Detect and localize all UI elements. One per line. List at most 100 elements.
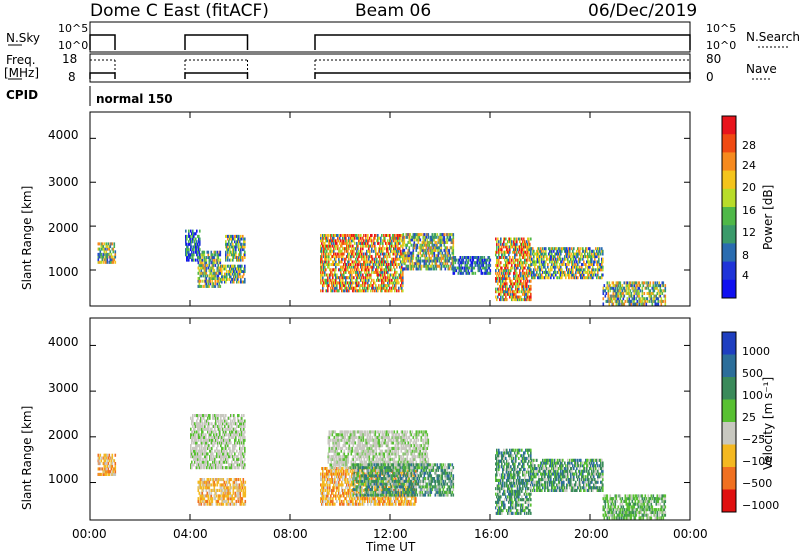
- data-cell: [503, 282, 505, 286]
- data-cell: [348, 252, 350, 256]
- data-cell: [198, 250, 201, 254]
- data-cell: [357, 252, 359, 256]
- data-cell: [477, 269, 480, 273]
- data-cell: [394, 286, 396, 290]
- data-cell: [203, 441, 205, 445]
- data-cell: [231, 499, 234, 503]
- data-cell: [448, 267, 451, 271]
- data-cell: [102, 247, 105, 251]
- data-cell: [395, 241, 397, 245]
- data-cell: [347, 276, 349, 280]
- data-cell: [203, 452, 205, 456]
- data-cell: [353, 239, 355, 243]
- data-cell: [213, 284, 216, 288]
- data-cell: [392, 263, 394, 266]
- data-cell: [212, 416, 214, 420]
- data-cell: [345, 281, 347, 285]
- data-cell: [362, 236, 364, 240]
- data-cell: [382, 263, 384, 266]
- data-cell: [324, 483, 326, 487]
- data-cell: [613, 284, 616, 288]
- data-cell: [500, 292, 502, 296]
- data-cell: [489, 269, 492, 273]
- data-cell: [237, 463, 239, 467]
- data-cell: [203, 438, 205, 442]
- data-cell: [238, 441, 240, 445]
- data-cell: [222, 486, 225, 490]
- data-cell: [198, 444, 200, 448]
- data-cell: [495, 277, 497, 280]
- data-cell: [533, 257, 535, 261]
- data-cell: [387, 260, 389, 264]
- data-cell: [496, 256, 498, 259]
- data-cell: [383, 263, 385, 266]
- data-cell: [552, 257, 554, 261]
- data-cell: [436, 256, 439, 260]
- data-cell: [106, 247, 109, 251]
- data-cell: [109, 260, 112, 264]
- data-cell: [237, 264, 239, 268]
- data-cell: [328, 234, 330, 237]
- data-cell: [401, 244, 403, 248]
- data-cell: [199, 460, 201, 464]
- data-cell: [201, 491, 204, 495]
- data-cell: [218, 414, 220, 418]
- data-cell: [240, 237, 242, 241]
- data-cell: [217, 253, 220, 257]
- data-cell: [541, 263, 543, 266]
- data-cell: [500, 282, 502, 286]
- data-cell: [516, 245, 518, 249]
- data-cell: [342, 241, 344, 245]
- data-cell: [190, 245, 192, 249]
- data-cell: [231, 424, 233, 428]
- data-cell: [520, 258, 522, 262]
- data-cell: [325, 268, 327, 272]
- data-cell: [505, 269, 507, 273]
- data-cell: [239, 463, 241, 467]
- data-cell: [514, 248, 516, 252]
- data-cell: [396, 257, 398, 261]
- data-cell: [200, 449, 202, 453]
- data-cell: [201, 424, 203, 428]
- data-cell: [428, 262, 431, 266]
- data-cell: [354, 241, 356, 245]
- data-cell: [529, 248, 531, 252]
- data-cell: [244, 245, 246, 249]
- data-cell: [187, 245, 189, 249]
- data-cell: [538, 265, 540, 269]
- data-cell: [394, 260, 396, 264]
- data-cell: [202, 486, 205, 490]
- data-cell: [97, 472, 100, 476]
- data-cell: [461, 261, 464, 265]
- data-cell: [514, 298, 516, 302]
- data-cell: [422, 259, 425, 263]
- data-cell: [353, 286, 355, 290]
- data-cell: [612, 292, 615, 295]
- data-cell: [244, 457, 246, 461]
- data-cell: [417, 241, 420, 244]
- data-cell: [242, 483, 245, 487]
- data-cell: [218, 419, 220, 423]
- data-cell: [600, 265, 602, 269]
- data-cell: [592, 249, 594, 253]
- data-cell: [452, 241, 455, 244]
- data-cell: [463, 269, 466, 273]
- data-cell: [237, 419, 239, 423]
- data-cell: [559, 255, 561, 259]
- data-cell: [642, 297, 645, 301]
- data-cell: [335, 241, 337, 245]
- data-cell: [579, 249, 581, 253]
- data-cell: [423, 259, 426, 263]
- data-cell: [199, 414, 201, 418]
- data-cell: [215, 430, 217, 434]
- data-cell: [442, 235, 445, 239]
- data-cell: [190, 433, 192, 437]
- data-cell: [377, 239, 379, 243]
- data-cell: [236, 449, 238, 453]
- data-cell: [395, 286, 397, 290]
- data-cell: [633, 302, 636, 306]
- data-cell: [551, 260, 553, 264]
- data-cell: [239, 250, 241, 254]
- data-cell: [349, 265, 351, 269]
- data-cell: [564, 273, 566, 277]
